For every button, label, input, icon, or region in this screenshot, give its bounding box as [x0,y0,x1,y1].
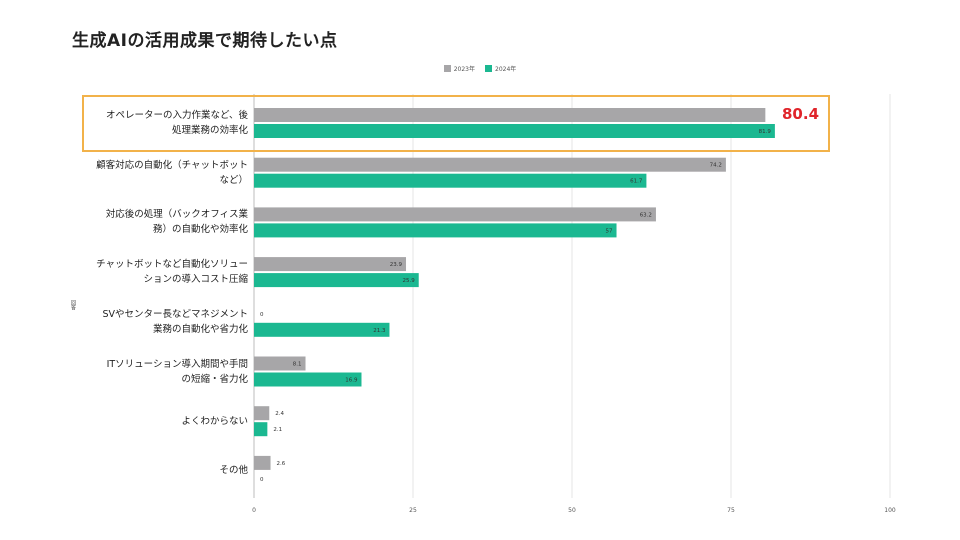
bar-2024 [254,322,390,337]
bar-2023 [254,356,306,371]
legend-label-2024: 2024年 [495,66,517,73]
category-label-line: SVやセンター長などマネジメント [102,308,248,320]
data-label: 63.2 [640,212,652,218]
x-tick-label: 75 [727,507,735,514]
highlight-callout-value: 80.4 [782,105,820,123]
data-label: 2.6 [277,461,286,467]
legend-swatch-2023 [443,65,451,72]
category-label-line: 務）の自動化や効率化 [152,224,248,236]
legend-swatch-2024 [485,65,492,72]
category-label-line: チャットボットなど自動化ソリュー [96,259,248,271]
bar-2023 [254,207,656,222]
data-label: 16.9 [345,378,358,384]
category-label: オペレーターの入力作業など、後処理業務の効率化 [84,108,248,138]
data-label: 2.4 [275,411,284,417]
highlight-box [82,95,830,152]
category-label: ITソリューション導入期間や手間の短縮・省力化 [84,357,248,387]
y-axis-label: 回答 [70,300,76,310]
data-label: 8.1 [293,362,302,368]
category-label-line: 顧客対応の自動化（チャットボット [96,159,248,171]
category-label-line: 処理業務の効率化 [171,125,248,136]
category-label: チャットボットなど自動化ソリューションの導入コスト圧縮 [84,257,248,287]
data-label: 0 [260,477,264,483]
category-label: SVやセンター長などマネジメント業務の自動化や省力化 [84,307,248,337]
data-label: 25.9 [402,278,415,284]
bar-2024 [254,273,419,288]
bar-2024 [254,372,362,387]
data-label: 0 [260,312,264,318]
x-tick-label: 50 [568,507,576,514]
category-label-line: オペレーターの入力作業など、後 [105,110,248,121]
x-tick-label: 0 [252,507,256,514]
legend-item-2024: 2024年 [485,64,516,73]
chart-title: 生成AIの活用成果で期待したい点 [72,31,338,51]
data-label: 81.9 [759,129,772,135]
category-label-line: よくわからない [181,415,248,427]
category-label-line: ションの導入コスト圧縮 [143,274,248,286]
bar-2024 [254,223,617,238]
bar-2023 [254,257,407,272]
category-label-line: 業務の自動化や省力化 [152,323,248,335]
data-label: 57 [606,228,613,234]
legend-label-2023: 2023年 [453,66,475,73]
bar-2023 [254,157,726,172]
data-label: 23.9 [390,262,403,268]
x-tick-label: 25 [409,507,417,514]
data-label: 2.1 [273,427,282,433]
data-label: 21.3 [373,328,386,334]
data-label: 74.2 [710,163,722,169]
category-label: よくわからない [84,414,248,429]
x-tick-label: 100 [884,507,896,514]
bar-2024 [254,173,647,188]
legend: 2023年 2024年 [0,64,960,73]
bar-2024 [254,422,268,437]
legend-item-2023: 2023年 [443,64,475,73]
bar-2023 [254,108,766,122]
category-label: 顧客対応の自動化（チャットボットなど） [84,158,248,188]
bar-2023 [254,455,271,470]
category-label-line: など） [219,174,248,186]
category-label: その他 [84,463,248,478]
category-label-line: その他 [219,465,248,477]
bar-2024 [254,124,775,138]
data-label: 61.7 [630,179,643,185]
category-label: 対応後の処理（バックオフィス業務）の自動化や効率化 [84,207,248,237]
category-label-line: の短縮・省力化 [181,373,248,385]
bar-2023 [254,406,270,421]
category-label-line: 対応後の処理（バックオフィス業 [105,209,248,221]
category-label-line: ITソリューション導入期間や手間 [106,358,248,370]
